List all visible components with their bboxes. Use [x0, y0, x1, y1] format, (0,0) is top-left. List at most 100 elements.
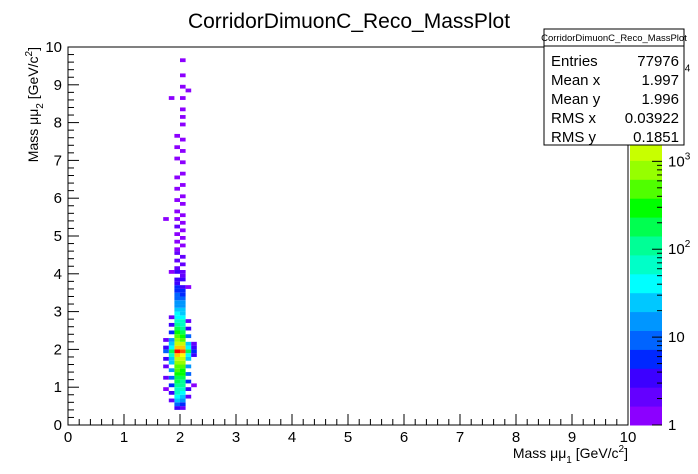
- y-tick-label: 10: [45, 39, 62, 56]
- palette-swatch: [630, 254, 662, 275]
- heat-cell: [168, 341, 175, 346]
- heat-cell: [174, 398, 180, 403]
- heat-cell: [168, 368, 175, 373]
- heat-cell: [174, 156, 180, 161]
- heat-cell: [163, 364, 169, 369]
- y-tick-label: 9: [54, 77, 62, 94]
- chart-title: CorridorDimuonC_Reco_MassPlot: [188, 10, 510, 33]
- heat-cell: [163, 349, 169, 354]
- heat-cell: [185, 356, 192, 361]
- x-tick-label: 2: [176, 429, 184, 446]
- heat-cell: [174, 368, 180, 373]
- heat-cell: [180, 383, 186, 388]
- heat-cell: [180, 73, 186, 78]
- z-tick-label: 103: [668, 151, 691, 170]
- stats-value: 0.1851: [633, 129, 679, 146]
- x-axis-label-part: ]: [624, 445, 628, 461]
- heat-cell: [180, 398, 186, 403]
- heat-cell: [185, 349, 192, 354]
- palette-swatch: [630, 292, 662, 313]
- x-tick-label: 3: [232, 429, 240, 446]
- stats-value: 1.997: [641, 72, 679, 89]
- heat-cell: [174, 390, 180, 395]
- heat-cell: [163, 387, 169, 391]
- heat-cell: [180, 273, 186, 278]
- x-axis-label-part: Mass μμ: [513, 445, 566, 461]
- stats-value: 1.996: [641, 91, 679, 108]
- heat-cell: [168, 96, 175, 100]
- x-axis-label: Mass μμ1 [GeV/c2]: [513, 444, 628, 466]
- heat-cell: [180, 360, 186, 365]
- y-tick-label: 2: [54, 341, 62, 358]
- heat-cell: [174, 406, 180, 410]
- y-axis-label-part: 2: [24, 50, 35, 56]
- x-axis-label-part: 2: [619, 444, 625, 455]
- heat-cell: [174, 296, 180, 301]
- stats-value: 0.03922: [625, 110, 679, 127]
- heat-cell: [180, 220, 186, 225]
- palette-swatch: [630, 198, 662, 218]
- heat-cell: [180, 315, 186, 320]
- heat-cell: [174, 364, 180, 369]
- heat-cell: [180, 58, 186, 63]
- heat-cell: [180, 345, 186, 350]
- heat-cell: [180, 311, 186, 316]
- heat-cell: [174, 334, 180, 339]
- x-tick-label: 4: [288, 429, 296, 446]
- heat-cell: [168, 330, 175, 335]
- heat-cell: [174, 349, 180, 354]
- heat-cell: [168, 375, 175, 380]
- y-axis-label-part: Mass μμ: [25, 109, 41, 162]
- heat-cell: [168, 390, 175, 395]
- heat-cell: [168, 315, 175, 320]
- heat-cell: [185, 88, 192, 93]
- heat-cell: [180, 285, 186, 289]
- palette-swatch: [630, 406, 662, 426]
- stats-name: RMS y: [551, 129, 597, 146]
- stats-value: 77976: [637, 53, 679, 70]
- heat-cell: [163, 375, 169, 380]
- y-tick-label: 0: [54, 417, 62, 434]
- stats-box: [543, 28, 685, 146]
- z-tick-label-exp: 2: [685, 239, 691, 250]
- x-tick-label: 10: [620, 429, 637, 446]
- heat-cell: [174, 375, 180, 380]
- heat-cell: [185, 353, 192, 357]
- palette-swatch: [630, 273, 662, 294]
- heat-cell: [180, 326, 186, 331]
- z-tick-label: 1: [668, 417, 676, 434]
- heat-cell: [180, 262, 186, 267]
- y-tick-label: 4: [54, 266, 62, 283]
- heat-cell: [185, 364, 192, 369]
- heat-cell: [180, 349, 186, 354]
- y-tick-label: 5: [54, 228, 62, 245]
- palette-swatch: [630, 236, 662, 256]
- x-tick-label: 0: [64, 429, 72, 446]
- heat-cell: [174, 186, 180, 191]
- heat-cell: [174, 330, 180, 335]
- heat-cell: [174, 217, 180, 221]
- heat-cell: [174, 247, 180, 252]
- heat-cell: [185, 387, 192, 391]
- heat-cell: [185, 379, 192, 384]
- heat-cell: [180, 341, 186, 346]
- heat-cell: [185, 345, 192, 350]
- y-axis-label-part: ]: [25, 47, 41, 51]
- z-tick-label-base: 10: [668, 153, 685, 170]
- heat-cell: [174, 288, 180, 293]
- heat-cell: [174, 232, 180, 236]
- heat-cell: [180, 115, 186, 119]
- heat-cell: [168, 383, 175, 388]
- heat-cell: [168, 345, 175, 350]
- heat-cell: [168, 398, 175, 403]
- palette-swatch: [630, 387, 662, 407]
- y-tick-label: 6: [54, 190, 62, 207]
- palette-swatch: [630, 160, 662, 180]
- heat-cell: [174, 360, 180, 365]
- stats-name: Mean x: [551, 72, 601, 89]
- heat-cell: [180, 334, 186, 339]
- y-tick-label: 7: [54, 152, 62, 169]
- palette-swatch: [630, 330, 662, 350]
- heat-cell: [174, 266, 180, 271]
